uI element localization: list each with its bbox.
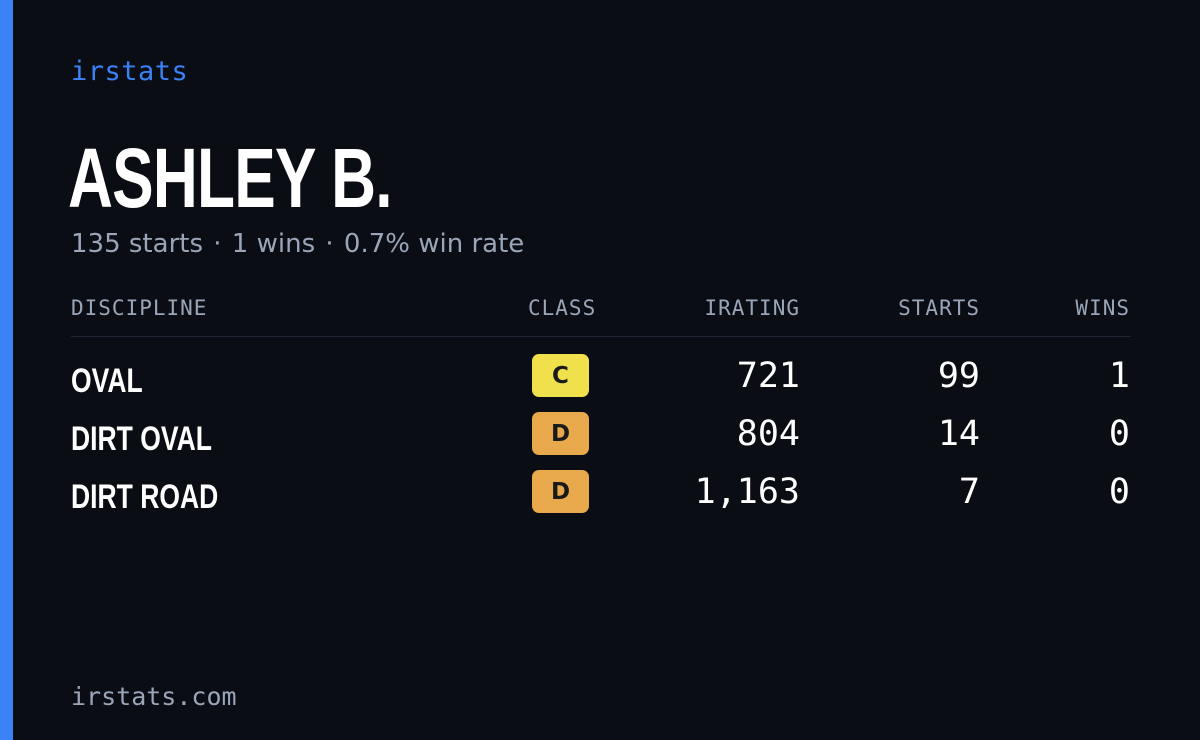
wins-value: 0	[1108, 414, 1130, 454]
header-divider	[71, 336, 1131, 337]
irating-value: 1,163	[694, 472, 800, 512]
discipline-name: DIRT OVAL	[71, 420, 212, 458]
win-rate-summary: 0.7% win rate	[343, 229, 525, 259]
class-badge: C	[532, 354, 589, 397]
header-irating: IRATING	[704, 296, 800, 320]
header-discipline: DISCIPLINE	[71, 296, 208, 320]
discipline-name: DIRT ROAD	[71, 478, 219, 516]
separator-dot: ·	[213, 229, 222, 259]
starts-value: 99	[937, 356, 980, 396]
table-row: DIRT ROAD D 1,163 7 0	[71, 470, 1131, 528]
table-row: DIRT OVAL D 804 14 0	[71, 412, 1131, 470]
wins-value: 0	[1108, 472, 1130, 512]
wins-summary: 1 wins	[231, 229, 316, 259]
driver-summary: 135 starts · 1 wins · 0.7% win rate	[71, 229, 524, 259]
table-row: OVAL C 721 99 1	[71, 354, 1131, 412]
header-class: CLASS	[528, 296, 597, 320]
header-starts: STARTS	[898, 296, 980, 320]
brand-logo-text: irstats	[71, 56, 189, 87]
discipline-name: OVAL	[71, 362, 143, 400]
starts-value: 14	[937, 414, 980, 454]
wins-value: 1	[1108, 356, 1130, 396]
starts-summary: 135 starts	[71, 229, 203, 259]
class-badge: D	[532, 470, 589, 513]
irating-value: 804	[736, 414, 800, 454]
driver-name: ASHLEY B.	[68, 131, 393, 225]
class-badge: D	[532, 412, 589, 455]
header-wins: WINS	[1075, 296, 1130, 320]
accent-bar	[0, 0, 13, 740]
starts-value: 7	[958, 472, 980, 512]
footer-domain: irstats.com	[71, 682, 237, 711]
separator-dot: ·	[325, 229, 334, 259]
irating-value: 721	[736, 356, 800, 396]
